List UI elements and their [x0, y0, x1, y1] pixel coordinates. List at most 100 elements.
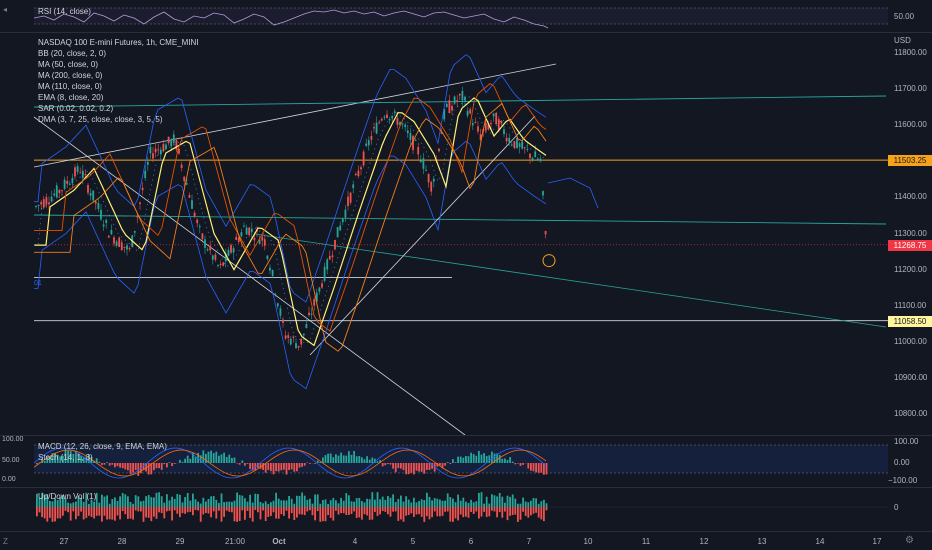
- macd-histogram-bar: [114, 463, 116, 468]
- up-volume-bar: [394, 502, 397, 507]
- macd-histogram-bar: [77, 454, 80, 463]
- up-volume-bar: [153, 497, 155, 507]
- legend-ma50[interactable]: MA (50, close, 0): [38, 60, 99, 69]
- candle-body: [448, 100, 451, 114]
- up-volume-bar: [192, 493, 194, 507]
- macd-histogram-bar: [290, 463, 293, 470]
- down-volume-bar: [215, 507, 218, 519]
- down-volume-bar: [316, 507, 319, 512]
- up-volume-bar: [436, 498, 439, 507]
- price-chart[interactable]: [0, 33, 888, 435]
- candle-body: [94, 201, 97, 204]
- up-volume-bar: [449, 496, 452, 507]
- price-pane[interactable]: NASDAQ 100 E-mini Futures, 1h, CME_MINI …: [0, 33, 932, 435]
- candle-body: [53, 193, 56, 196]
- settings-icon[interactable]: ⚙: [905, 535, 914, 546]
- down-volume-bar: [77, 507, 80, 516]
- osc-right-tick: −100.00: [888, 476, 918, 485]
- auto-scale-icon[interactable]: ◂: [3, 5, 8, 14]
- candle-body: [388, 118, 391, 121]
- up-volume-bar: [46, 494, 49, 507]
- macd-histogram-bar: [519, 463, 522, 466]
- macd-histogram-bar: [241, 460, 244, 463]
- down-volume-bar: [101, 507, 103, 522]
- macd-histogram-bar: [480, 454, 483, 463]
- up-volume-bar: [82, 501, 85, 507]
- oscillator-pane[interactable]: 100.00 50.00 0.00 MACD (12, 26, close, 9…: [0, 436, 932, 487]
- up-volume-bar: [519, 503, 522, 507]
- candle-body: [466, 110, 469, 116]
- price-tick-label: 11000.00: [894, 336, 927, 346]
- up-volume-bar: [181, 502, 184, 507]
- candle-body: [224, 253, 227, 262]
- legend-symbol[interactable]: NASDAQ 100 E-mini Futures, 1h, CME_MINI: [38, 38, 199, 47]
- macd-histogram-bar: [504, 458, 506, 463]
- macd-histogram-bar: [402, 463, 405, 471]
- zoom-icon[interactable]: Z: [3, 537, 8, 546]
- candle-body: [305, 324, 308, 328]
- up-volume-bar: [176, 494, 179, 507]
- pane-divider[interactable]: [0, 435, 932, 436]
- pane-divider[interactable]: [0, 487, 932, 488]
- legend-ema[interactable]: EMA (8, close, 20): [38, 93, 104, 102]
- macd-histogram-bar: [277, 463, 280, 472]
- up-volume-bar: [168, 500, 171, 507]
- candle-body: [110, 229, 113, 235]
- down-volume-bar: [491, 507, 493, 511]
- legend-macd[interactable]: MACD (12, 26, close, 9, EMA, EMA): [38, 442, 167, 451]
- down-volume-bar: [59, 507, 62, 519]
- macd-histogram-bar: [491, 451, 493, 463]
- up-volume-bar: [179, 494, 181, 507]
- time-axis-label: Oct: [272, 537, 286, 546]
- candle-body: [105, 219, 108, 223]
- candle-body: [289, 338, 292, 345]
- legend-dma[interactable]: DMA (3, 7, 25, close, close, 3, 5, 5): [38, 115, 163, 124]
- candle-body: [510, 144, 513, 146]
- up-volume-bar: [189, 500, 192, 507]
- down-volume-bar: [426, 507, 428, 517]
- down-volume-bar: [212, 507, 215, 512]
- price-legend: NASDAQ 100 E-mini Futures, 1h, CME_MINI …: [38, 37, 199, 125]
- macd-histogram-bar: [345, 455, 348, 463]
- volume-pane[interactable]: Up/Down Vol (1) 0: [0, 488, 932, 531]
- up-volume-bar: [288, 495, 290, 507]
- time-axis[interactable]: 27 28 29 21:00 Oct 4 5 6 7 10 11 12 13 14 17: [0, 531, 888, 550]
- macd-histogram-bar: [296, 463, 298, 472]
- up-volume-bar: [527, 502, 530, 507]
- up-volume-bar: [543, 499, 545, 507]
- candle-body: [323, 266, 326, 281]
- macd-histogram-bar: [80, 455, 82, 463]
- candle-body: [479, 134, 482, 140]
- up-volume-bar: [389, 497, 392, 507]
- macd-histogram-bar: [410, 463, 413, 473]
- macd-histogram-bar: [127, 463, 129, 471]
- rsi-pane[interactable]: RSI (14, close) 50.00: [0, 0, 932, 32]
- candle-body: [204, 239, 206, 248]
- macd-histogram-bar: [353, 451, 355, 463]
- candle-body: [451, 105, 453, 111]
- legend-ma200[interactable]: MA (200, close, 0): [38, 71, 103, 80]
- legend-stoch[interactable]: Stoch (14, 1, 3): [38, 453, 93, 462]
- up-volume-bar: [160, 496, 163, 507]
- macd-histogram-bar: [358, 456, 361, 463]
- down-volume-bar: [80, 507, 82, 512]
- candle-body: [391, 115, 394, 119]
- macd-histogram-bar: [184, 458, 186, 463]
- time-axis-label: 28: [117, 537, 127, 546]
- legend-sar[interactable]: SAR (0.02, 0.02, 0.2): [38, 104, 114, 113]
- pane-divider[interactable]: [0, 32, 932, 33]
- price-scale[interactable]: USD 11800.00 11700.00 11600.00 11400.00 1130…: [888, 33, 932, 435]
- candle-body: [508, 137, 511, 143]
- down-volume-bar: [264, 507, 267, 521]
- macd-histogram-bar: [335, 454, 337, 463]
- legend-bb[interactable]: BB (20, close, 2, 0): [38, 49, 107, 58]
- candle-body: [37, 204, 40, 206]
- macd-histogram-bar: [90, 456, 93, 463]
- legend-ma110[interactable]: MA (110, close, 0): [38, 82, 102, 91]
- macd-histogram-bar: [392, 463, 394, 469]
- candle-body: [313, 299, 316, 306]
- macd-histogram-bar: [225, 456, 228, 463]
- down-volume-bar: [405, 507, 407, 516]
- up-volume-bar: [332, 497, 335, 507]
- up-volume-bar: [303, 495, 306, 507]
